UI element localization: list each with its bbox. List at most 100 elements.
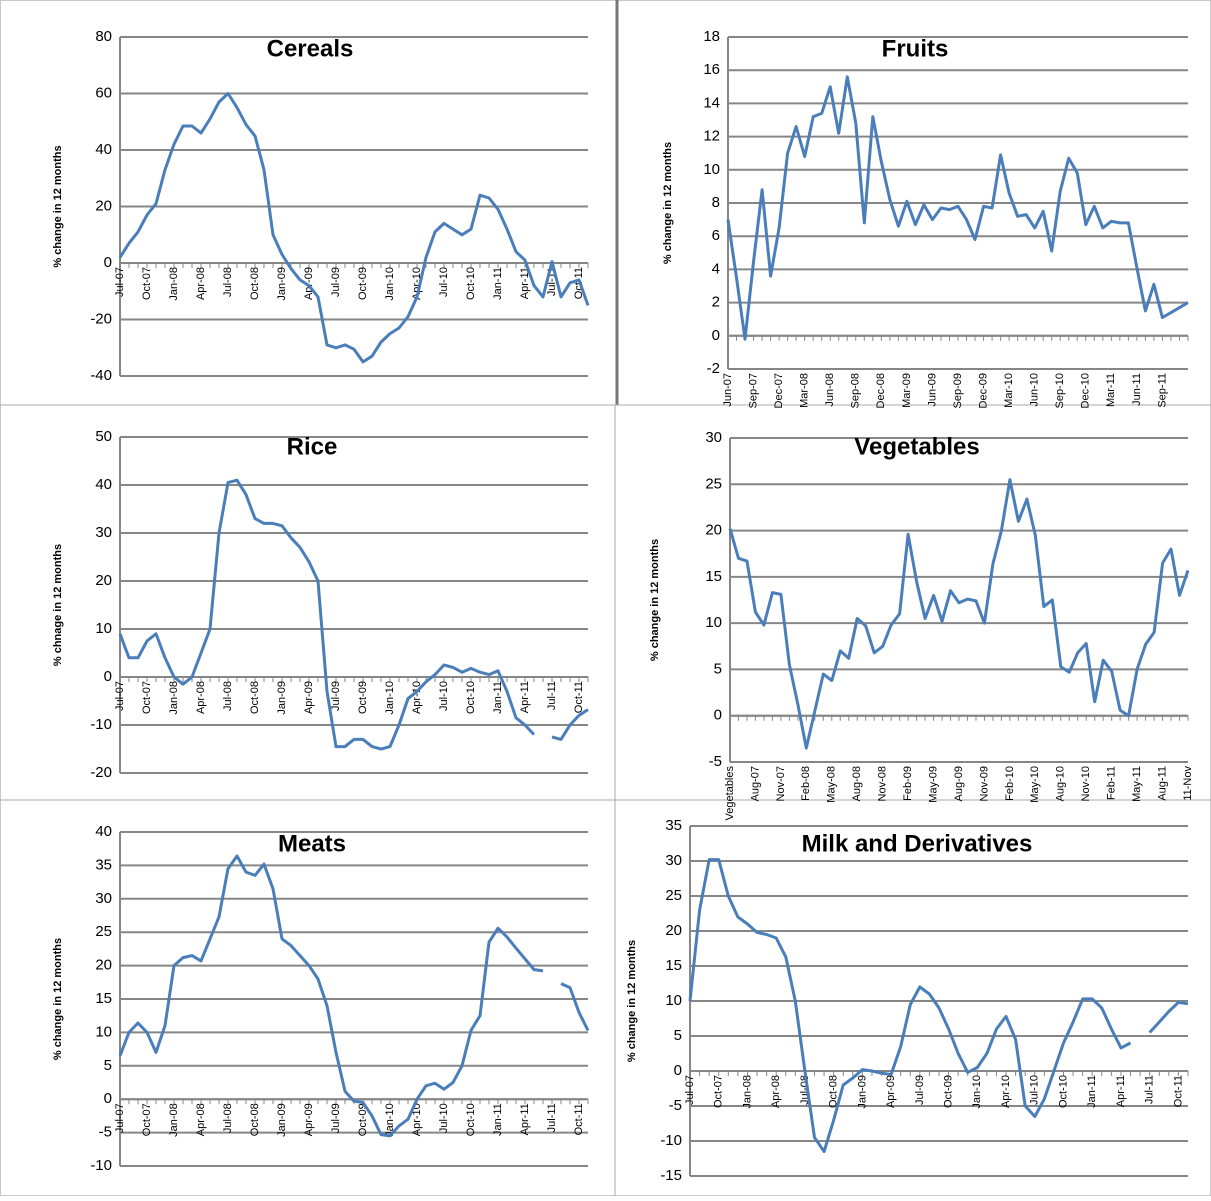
y-tick-label: 25	[95, 923, 112, 940]
x-tick-label: Jan-08	[168, 681, 180, 715]
y-tick-label: -5	[669, 1097, 682, 1114]
y-tick-label: 16	[703, 61, 720, 78]
x-tick-label: Nov-07	[775, 766, 787, 801]
x-tick-label: Dec-09	[977, 373, 989, 408]
data-line	[118, 854, 590, 1138]
x-tick-label: Jun-09	[926, 373, 938, 407]
x-tick-label: Sep-07	[747, 373, 759, 408]
y-tick-label: -5	[99, 1124, 112, 1141]
x-tick-label: Jul-11	[546, 1103, 558, 1132]
y-tick-label: 20	[95, 197, 112, 214]
y-tick-label: 30	[95, 890, 112, 907]
x-tick-label: Apr-10	[1000, 1075, 1012, 1108]
x-tick-label: Oct-08	[249, 267, 261, 300]
x-tick-label: Sep-09	[952, 373, 964, 408]
x-tick-label: Feb-08	[800, 766, 812, 801]
y-tick-label: 8	[712, 194, 720, 211]
y-axis-label: % change in 12 months	[662, 142, 674, 264]
chart-title: Milk and Derivatives	[802, 830, 1033, 857]
x-tick-label: Aug-07	[749, 766, 761, 801]
y-tick-label: 35	[665, 817, 682, 834]
x-tick-label: Jun-08	[824, 373, 836, 407]
y-tick-label: -40	[90, 367, 112, 384]
x-tick-label: Oct-08	[249, 1103, 261, 1136]
x-tick-label: Jan-10	[384, 267, 396, 301]
y-tick-label: -2	[707, 360, 720, 377]
x-tick-label: Oct-11	[573, 1103, 585, 1135]
x-tick-label: Jul-08	[222, 1103, 234, 1133]
chart-title: Fruits	[882, 35, 949, 62]
y-tick-label: 12	[703, 128, 720, 145]
x-tick-label: Jul-10	[438, 267, 450, 297]
y-tick-label: 15	[705, 568, 722, 585]
x-tick-label: Oct-09	[357, 267, 369, 300]
y-tick-label: 18	[703, 28, 720, 45]
x-tick-label: Oct-08	[249, 681, 261, 714]
y-tick-label: -20	[90, 310, 112, 327]
x-tick-label: Apr-11	[519, 1103, 531, 1135]
x-tick-label: Jan-08	[168, 1103, 180, 1137]
chart-title: Meats	[278, 830, 346, 857]
x-tick-label: Oct-09	[357, 1103, 369, 1136]
y-tick-label: 50	[95, 428, 112, 445]
y-tick-label: -10	[660, 1132, 682, 1149]
y-tick-label: 14	[703, 94, 720, 111]
x-tick-label: Jan-11	[1086, 1075, 1098, 1108]
y-tick-label: 25	[665, 887, 682, 904]
x-tick-label: Sep-10	[1054, 373, 1066, 408]
x-tick-label: Oct-07	[141, 1103, 153, 1136]
y-axis-label: % change in 12 months	[649, 539, 661, 661]
x-tick-label: Nov-08	[877, 766, 889, 801]
x-tick-label: Aug-10	[1055, 766, 1067, 801]
x-tick-label: Oct-11	[1172, 1075, 1184, 1107]
y-tick-label: 10	[705, 614, 722, 631]
x-tick-label: Sep-11	[1156, 373, 1168, 408]
x-tick-label: Oct-07	[141, 267, 153, 300]
data-line	[688, 858, 1189, 1153]
x-tick-label: May-11	[1131, 766, 1143, 802]
y-tick-label: 30	[95, 524, 112, 541]
y-axis-label: % chnage in 12 months	[52, 544, 64, 666]
y-tick-label: 40	[95, 823, 112, 840]
y-tick-label: 80	[95, 28, 112, 45]
data-line	[118, 478, 589, 751]
x-tick-label: Oct-09	[942, 1075, 954, 1108]
x-tick-label: Jul-07	[114, 681, 126, 711]
x-tick-label: Vegetables	[724, 766, 736, 821]
x-tick-label: Apr-09	[303, 681, 315, 714]
x-tick-label: Jul-11	[546, 681, 558, 710]
x-tick-label: Jul-09	[914, 1075, 926, 1105]
x-tick-label: Jul-08	[222, 267, 234, 297]
x-tick-label: Jul-10	[438, 1103, 450, 1133]
x-tick-label: Jul-09	[330, 267, 342, 297]
y-tick-label: 5	[674, 1027, 682, 1044]
x-tick-label: Jan-10	[384, 681, 396, 715]
x-tick-label: Oct-10	[1057, 1075, 1069, 1108]
y-tick-label: 40	[95, 141, 112, 158]
y-tick-label: 20	[705, 522, 722, 539]
x-tick-label: Jul-10	[438, 681, 450, 711]
x-tick-label: Jan-10	[384, 1103, 396, 1137]
x-tick-label: Jul-07	[684, 1075, 696, 1105]
y-tick-label: 40	[95, 476, 112, 493]
x-tick-label: Apr-11	[519, 267, 531, 299]
x-tick-label: Feb-10	[1004, 766, 1016, 801]
y-tick-label: 10	[95, 620, 112, 637]
y-tick-label: 15	[95, 990, 112, 1007]
x-tick-label: Jun-10	[1029, 373, 1041, 407]
x-tick-label: Apr-08	[195, 1103, 207, 1136]
data-line	[728, 478, 1190, 750]
y-tick-label: 20	[95, 572, 112, 589]
y-tick-label: 35	[95, 856, 112, 873]
x-tick-label: Mar-10	[1003, 373, 1015, 408]
y-tick-label: -15	[660, 1167, 682, 1184]
y-tick-label: 10	[665, 992, 682, 1009]
y-tick-label: 0	[674, 1062, 682, 1079]
x-tick-label: Jul-07	[114, 267, 126, 297]
y-tick-label: 6	[712, 227, 720, 244]
x-tick-label: Dec-08	[875, 373, 887, 408]
x-tick-label: Jun-11	[1131, 373, 1143, 406]
x-tick-label: Feb-09	[902, 766, 914, 801]
x-tick-label: May-10	[1029, 766, 1041, 803]
